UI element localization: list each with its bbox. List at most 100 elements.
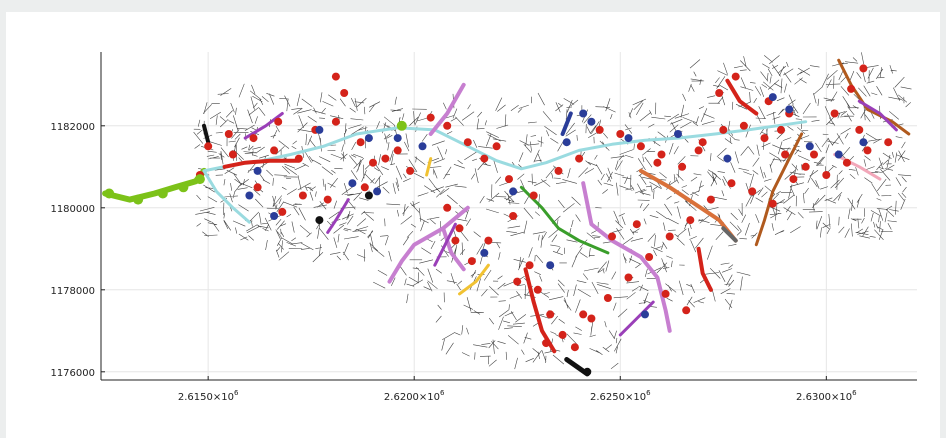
series-line-purple <box>433 222 457 267</box>
marker-blue <box>270 212 279 220</box>
series-line-purple <box>618 300 655 337</box>
marker-red <box>443 121 452 130</box>
marker-red <box>270 146 279 155</box>
marker-black <box>583 367 592 376</box>
marker-blue <box>562 138 571 147</box>
marker-red <box>706 195 715 204</box>
marker-red <box>356 138 365 147</box>
marker-blue <box>348 179 357 188</box>
marker-red <box>657 150 666 159</box>
marker-red <box>653 158 662 167</box>
series-line-brown <box>754 132 804 247</box>
marker-red <box>294 154 303 163</box>
marker-red <box>249 134 258 143</box>
x-tick-label: 2.6200×106 <box>384 389 445 403</box>
marker-red <box>525 261 534 270</box>
marker-blue <box>373 187 382 196</box>
marker-red <box>884 138 893 147</box>
marker-red <box>682 306 691 315</box>
marker-red <box>768 199 777 208</box>
marker-blue <box>509 187 518 196</box>
marker-red <box>426 113 435 122</box>
y-tick-label: 1176000 <box>50 368 95 379</box>
series-line-red <box>696 246 713 292</box>
marker-red <box>484 236 493 245</box>
marker-red <box>509 212 518 220</box>
marker-red <box>253 183 262 192</box>
marker-blue <box>579 109 588 118</box>
grid-lines <box>101 52 917 380</box>
tributary-series <box>102 58 911 377</box>
marker-red <box>529 191 538 200</box>
marker-red <box>789 175 798 184</box>
marker-outlet <box>133 194 144 205</box>
marker-outlet <box>157 188 168 199</box>
series-line-black <box>202 123 211 145</box>
series-line-blue <box>560 111 573 136</box>
plot-background <box>6 12 940 438</box>
marker-red <box>542 339 551 348</box>
marker-blue <box>253 166 262 175</box>
marker-blue <box>805 142 814 151</box>
marker-black <box>364 191 373 200</box>
marker-red <box>331 72 340 81</box>
marker-blue <box>315 125 324 134</box>
marker-blue <box>785 105 794 114</box>
series-line-green <box>519 185 610 255</box>
marker-blue <box>768 93 777 102</box>
marker-red <box>554 166 563 175</box>
series-line-violet <box>428 82 466 136</box>
marker-red <box>822 171 831 179</box>
marker-red <box>863 146 872 155</box>
axes: 1176000 1178000 1180000 1182000 2.6150×106 2.… <box>50 52 917 403</box>
y-tick-label: 1180000 <box>50 204 95 215</box>
marker-red <box>731 72 740 81</box>
x-tick-label: 2.6150×106 <box>178 389 239 403</box>
marker-red <box>715 89 724 97</box>
series-line-main_stem <box>202 169 251 224</box>
y-tick-label: 1178000 <box>50 286 95 297</box>
marker-red <box>855 125 864 134</box>
marker-red <box>859 64 868 73</box>
marker-red <box>810 150 818 159</box>
x-tick-label: 2.6250×106 <box>590 389 651 403</box>
marker-red <box>636 142 645 151</box>
marker-red <box>686 216 695 225</box>
marker-red <box>603 294 612 302</box>
marker-red <box>546 310 555 319</box>
marker-outlet <box>396 120 407 131</box>
marker-red <box>665 232 674 241</box>
x-tick-label: 2.6300×106 <box>796 389 857 403</box>
marker-red <box>678 162 687 171</box>
node-markers <box>104 64 893 376</box>
marker-red <box>748 187 757 196</box>
marker-red <box>228 150 237 159</box>
marker-outlet <box>104 188 115 199</box>
marker-red <box>575 154 584 163</box>
marker-red <box>274 117 283 126</box>
marker-red <box>451 236 460 245</box>
marker-red <box>698 138 707 147</box>
series-line-brown <box>837 58 911 136</box>
marker-red <box>760 134 769 143</box>
marker-red <box>727 179 736 188</box>
marker-red <box>369 158 377 167</box>
marker-red <box>505 175 513 184</box>
marker-red <box>661 289 670 298</box>
marker-blue <box>480 248 489 257</box>
marker-red <box>340 89 349 97</box>
marker-red <box>278 207 287 216</box>
series-line-yellow <box>425 157 433 177</box>
marker-red <box>739 121 748 130</box>
marker-red <box>463 138 472 147</box>
marker-blue <box>364 134 373 143</box>
marker-blue <box>723 154 732 163</box>
marker-outlet <box>178 182 189 193</box>
marker-outlet <box>194 174 205 185</box>
marker-blue <box>418 142 427 151</box>
marker-red <box>467 257 476 266</box>
marker-red <box>595 125 604 134</box>
marker-red <box>801 162 810 171</box>
series-line-red <box>725 78 759 116</box>
series-line-grey <box>721 226 738 243</box>
